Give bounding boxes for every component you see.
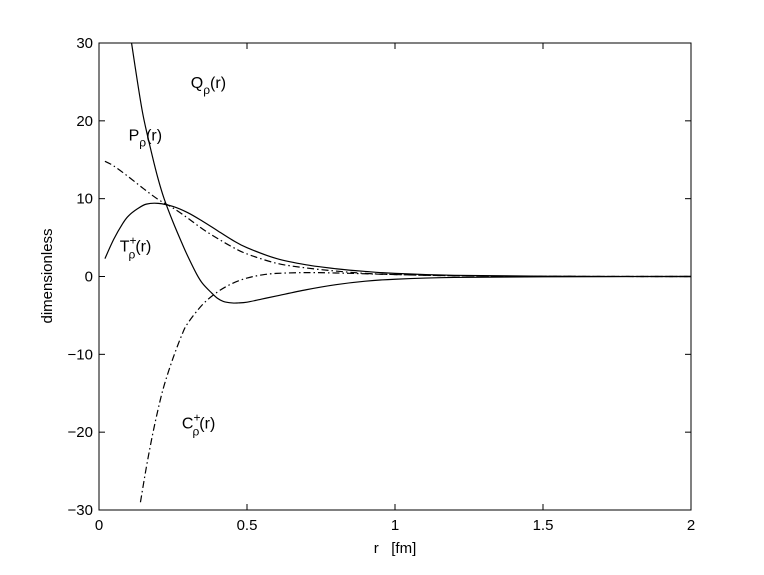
series-group	[104, 43, 691, 503]
label-q: Qρ(r)	[191, 75, 226, 97]
series-t-plus-line	[104, 202, 691, 278]
label-q-base: Q	[191, 75, 203, 92]
label-t-plus-base: T	[120, 239, 130, 256]
series-c-plus-line	[139, 271, 691, 503]
curve-labels: Qρ(r)Pρ(r)T+ ρ(r)C+ ρ(r)	[120, 75, 226, 438]
label-q-sub: ρ	[203, 83, 210, 97]
label-t-plus: T+ ρ(r)	[120, 234, 152, 262]
label-t-plus-sup: +	[130, 234, 137, 248]
label-p-sub: ρ	[139, 135, 146, 149]
x-tick-label: 0.5	[237, 517, 258, 534]
label-t-plus-sub: ρ	[129, 248, 136, 262]
x-tick-label: 2	[687, 517, 695, 534]
y-axis-title: dimensionless	[39, 228, 56, 323]
y-tick-label: 10	[76, 191, 93, 208]
label-c-plus-sup: +	[193, 410, 200, 424]
label-p: Pρ(r)	[129, 127, 162, 149]
y-tick-label: −20	[68, 424, 93, 441]
label-c-plus: C+ ρ(r)	[182, 410, 215, 438]
x-tick-label: 0	[95, 517, 103, 534]
x-tick-label: 1.5	[533, 517, 554, 534]
series-p-line	[104, 160, 691, 278]
y-tick-label: −10	[68, 346, 93, 363]
label-p-tail: (r)	[146, 127, 162, 144]
label-t-plus-tail: (r)	[135, 239, 151, 256]
y-tick-label: −30	[68, 502, 93, 519]
y-tick-label: 0	[85, 269, 93, 286]
label-q-tail: (r)	[210, 75, 226, 92]
x-axis-title: r [fm]	[374, 540, 417, 557]
label-c-plus-tail: (r)	[199, 415, 215, 432]
y-axis: −30 −20 −10 0 10 20 30	[68, 35, 691, 519]
label-c-plus-base: C	[182, 415, 194, 432]
x-tick-label: 1	[391, 517, 399, 534]
x-axis: 0 0.5 1 1.5 2	[95, 43, 695, 534]
label-p-base: P	[129, 127, 140, 144]
label-c-plus-sub: ρ	[192, 424, 199, 438]
y-tick-label: 20	[76, 113, 93, 130]
series-q-line	[130, 43, 691, 304]
y-tick-label: 30	[76, 35, 93, 52]
